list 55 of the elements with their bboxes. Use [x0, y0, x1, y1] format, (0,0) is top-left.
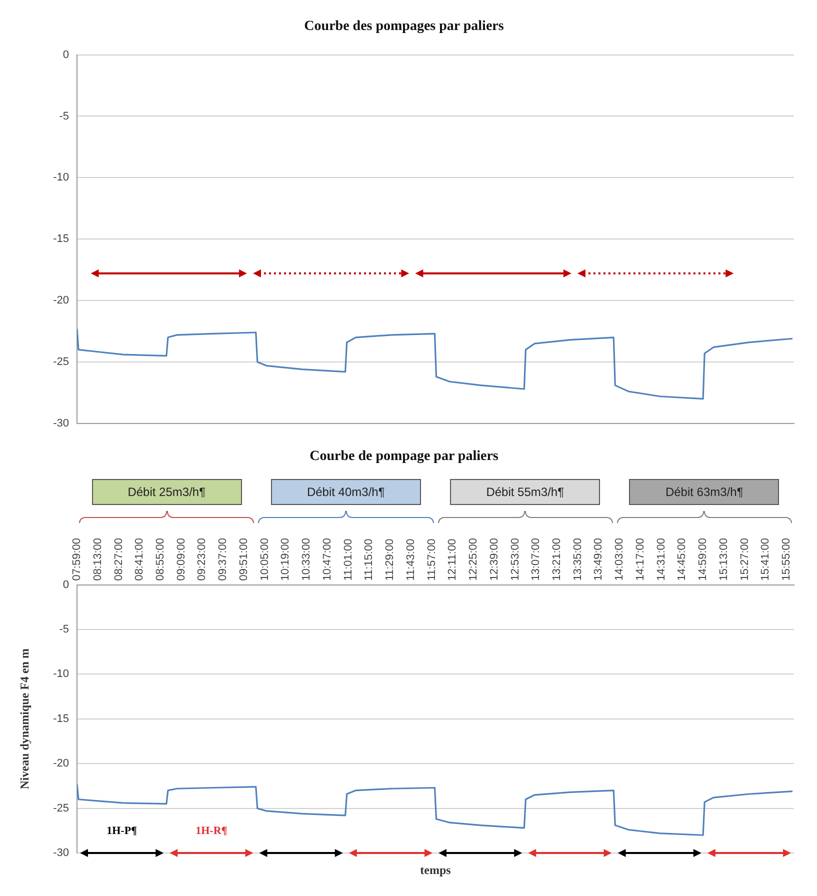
y-tick-label: -15 — [53, 233, 69, 246]
x-tick-label: 13:07:00 — [530, 538, 542, 581]
x-tick-label: 14:59:00 — [697, 538, 710, 581]
x-tick-label: 11:57:00 — [426, 538, 438, 581]
y-tick-label: -30 — [53, 417, 69, 430]
annotation: 1H-R¶ — [196, 825, 228, 837]
y-tick-label: -5 — [59, 624, 69, 636]
x-tick-label: 13:35:00 — [572, 538, 584, 581]
x-tick-label: 12:11:00 — [446, 538, 459, 581]
x-tick-label: 14:31:00 — [655, 538, 668, 581]
x-tick-label: 15:13:00 — [718, 538, 730, 581]
x-tick-label: 07:59:00 — [71, 538, 84, 581]
y-tick-label: -20 — [53, 758, 69, 770]
y-axis-title: Niveau dynamique F4 en m — [17, 648, 32, 790]
x-tick-label: 15:41:00 — [760, 538, 772, 581]
y-tick-label: -10 — [53, 668, 69, 680]
x-tick-label: 12:53:00 — [509, 538, 522, 581]
x-tick-label: 08:27:00 — [112, 538, 125, 581]
x-axis-title: temps — [420, 863, 452, 878]
x-tick-label: 14:45:00 — [676, 538, 688, 581]
x-tick-label: 09:51:00 — [238, 538, 250, 581]
x-tick-label: 12:39:00 — [488, 538, 500, 581]
y-tick-label: 0 — [62, 48, 69, 61]
x-tick-label: 10:47:00 — [321, 538, 334, 581]
y-tick-label: -20 — [53, 294, 69, 307]
x-tick-label: 13:49:00 — [592, 538, 605, 581]
y-tick-label: -30 — [53, 847, 69, 860]
y-tick-label: 0 — [62, 578, 69, 591]
y-tick-label: -5 — [59, 110, 69, 122]
x-tick-label: 11:01:00 — [342, 538, 354, 581]
x-tick-label: 09:23:00 — [196, 538, 208, 581]
chart-title: Courbe des pompages par paliers — [304, 19, 504, 34]
x-tick-label: 09:09:00 — [175, 538, 188, 581]
x-tick-label: 08:55:00 — [154, 538, 167, 581]
x-tick-label: 13:21:00 — [550, 538, 563, 581]
x-tick-label: 08:13:00 — [92, 538, 104, 581]
y-tick-label: -15 — [53, 712, 69, 725]
x-tick-label: 14:17:00 — [634, 538, 646, 581]
x-tick-label: 14:03:00 — [614, 538, 626, 581]
y-tick-label: -25 — [53, 356, 69, 368]
x-tick-label: 11:15:00 — [363, 538, 376, 581]
x-tick-label: 15:27:00 — [738, 538, 751, 581]
x-tick-label: 11:43:00 — [404, 538, 417, 581]
x-tick-label: 08:41:00 — [134, 538, 146, 581]
x-tick-label: 12:25:00 — [468, 538, 480, 581]
y-tick-label: -25 — [53, 802, 69, 814]
x-tick-label: 10:19:00 — [280, 538, 292, 581]
x-tick-label: 09:37:00 — [217, 538, 230, 581]
x-tick-label: 10:05:00 — [258, 538, 271, 581]
chart-title: Courbe de pompage par paliers — [310, 449, 499, 464]
annotation: 1H-P¶ — [106, 825, 138, 837]
x-tick-label: 11:29:00 — [384, 538, 396, 581]
x-tick-label: 10:33:00 — [300, 538, 313, 581]
x-tick-label: 15:55:00 — [780, 538, 793, 581]
y-tick-label: -10 — [53, 172, 69, 184]
